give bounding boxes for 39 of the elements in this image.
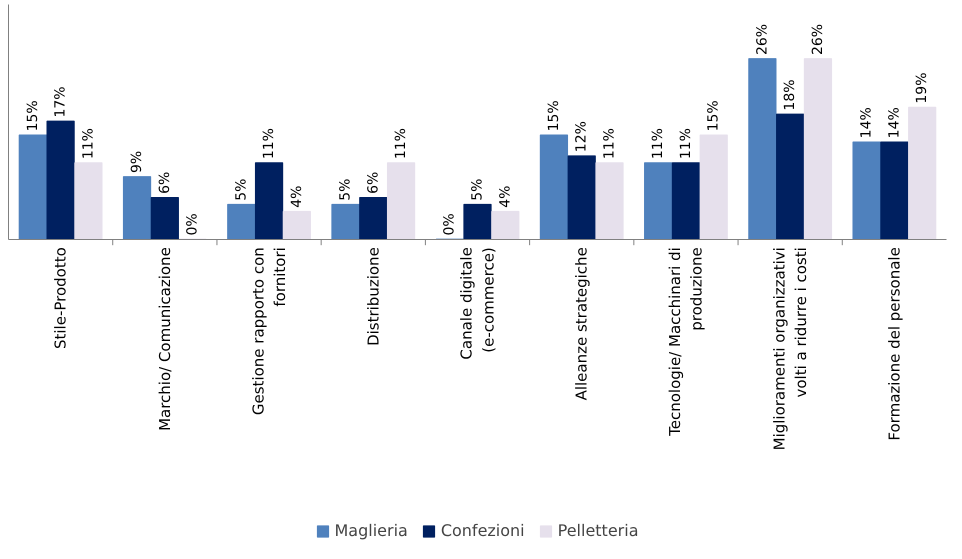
data-label: 11% xyxy=(650,128,666,160)
data-label: 11% xyxy=(678,128,694,160)
data-label: 17% xyxy=(52,86,69,118)
data-label: 11% xyxy=(393,128,410,160)
data-label: 5% xyxy=(233,178,250,201)
data-label: 26% xyxy=(810,24,826,56)
data-label: 5% xyxy=(470,178,486,201)
data-label: 11% xyxy=(261,128,278,160)
x-tick-label: Marchio/ Comunicazione xyxy=(156,247,174,431)
data-label: 15% xyxy=(24,100,41,132)
data-label: 15% xyxy=(546,100,562,132)
data-label: 4% xyxy=(497,186,514,208)
data-label: 14% xyxy=(858,107,875,138)
data-label: 6% xyxy=(156,172,173,194)
x-tick-label: Stile-Prodotto xyxy=(52,247,70,350)
legend-label: Maglieria xyxy=(334,521,408,540)
legend-label: Pelletteria xyxy=(558,521,638,540)
data-label: 12% xyxy=(574,121,590,152)
x-tick-label: Distribuzione xyxy=(364,247,382,346)
data-label: 11% xyxy=(80,128,96,160)
legend-label: Confezioni xyxy=(440,521,525,540)
x-tick-label: Canale digitale (e-commerce) xyxy=(458,247,498,360)
data-label: 11% xyxy=(602,128,618,160)
x-tick-label: Miglioramenti organizzativi volti a ridurre i costi xyxy=(770,247,810,450)
data-label: 4% xyxy=(288,186,305,208)
data-label: 0% xyxy=(442,213,458,236)
data-label: 9% xyxy=(129,150,146,174)
data-label: 18% xyxy=(782,79,798,111)
x-tick-label: Formazione del personale xyxy=(885,247,904,441)
x-tick-label: Alleanze strategiche xyxy=(572,247,591,400)
data-label: 19% xyxy=(914,72,930,104)
x-tick-label: Gestione rapporto con fornitori xyxy=(249,247,289,416)
data-label: 26% xyxy=(754,24,770,56)
data-label: 5% xyxy=(337,178,354,201)
data-label: 6% xyxy=(365,172,382,194)
x-tick-label: Tecnologie/ Macchinari di produzione xyxy=(666,247,706,437)
data-label: 15% xyxy=(706,100,722,132)
data-label: 0% xyxy=(184,213,201,236)
data-label: 14% xyxy=(886,107,902,138)
